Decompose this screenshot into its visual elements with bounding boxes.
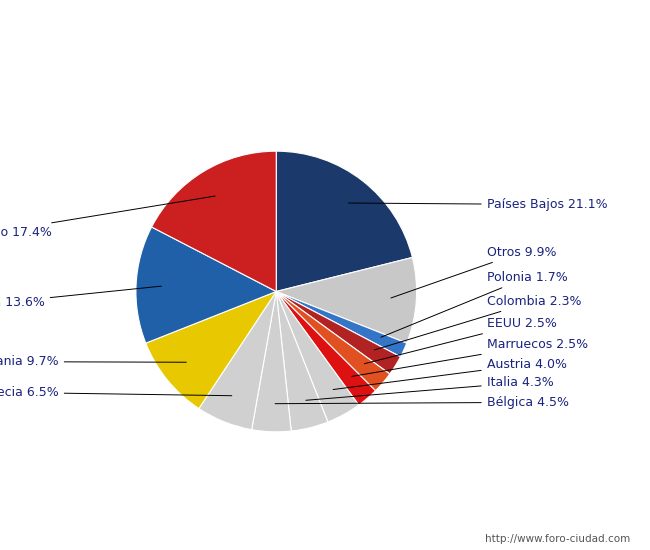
Text: Reino Unido 17.4%: Reino Unido 17.4% (0, 196, 215, 239)
Text: Países Bajos 21.1%: Países Bajos 21.1% (348, 198, 607, 211)
Text: http://www.foro-ciudad.com: http://www.foro-ciudad.com (486, 535, 630, 544)
Text: Bélgica 4.5%: Bélgica 4.5% (275, 396, 569, 409)
Text: Italia 4.3%: Italia 4.3% (306, 376, 554, 400)
Wedge shape (276, 292, 376, 405)
Text: EEUU 2.5%: EEUU 2.5% (364, 317, 556, 364)
Text: Francia 13.6%: Francia 13.6% (0, 286, 161, 309)
Wedge shape (151, 151, 276, 292)
Text: Polonia 1.7%: Polonia 1.7% (381, 271, 567, 337)
Text: Ontinyent - Turistas extranjeros según país - Abril de 2024: Ontinyent - Turistas extranjeros según p… (111, 18, 540, 34)
Wedge shape (146, 292, 276, 409)
Text: Marruecos 2.5%: Marruecos 2.5% (352, 338, 588, 376)
Wedge shape (276, 292, 400, 374)
Wedge shape (252, 292, 291, 432)
Wedge shape (276, 292, 407, 357)
Text: Otros 9.9%: Otros 9.9% (391, 246, 556, 298)
Wedge shape (276, 292, 359, 422)
Text: Alemania 9.7%: Alemania 9.7% (0, 355, 187, 368)
Wedge shape (276, 292, 390, 390)
Text: Suecia 6.5%: Suecia 6.5% (0, 386, 232, 399)
Text: Austria 4.0%: Austria 4.0% (333, 358, 567, 389)
Text: Colombia 2.3%: Colombia 2.3% (374, 295, 581, 350)
Wedge shape (276, 292, 328, 431)
Wedge shape (136, 227, 276, 343)
Wedge shape (199, 292, 276, 430)
Wedge shape (276, 257, 417, 343)
Wedge shape (276, 151, 412, 292)
